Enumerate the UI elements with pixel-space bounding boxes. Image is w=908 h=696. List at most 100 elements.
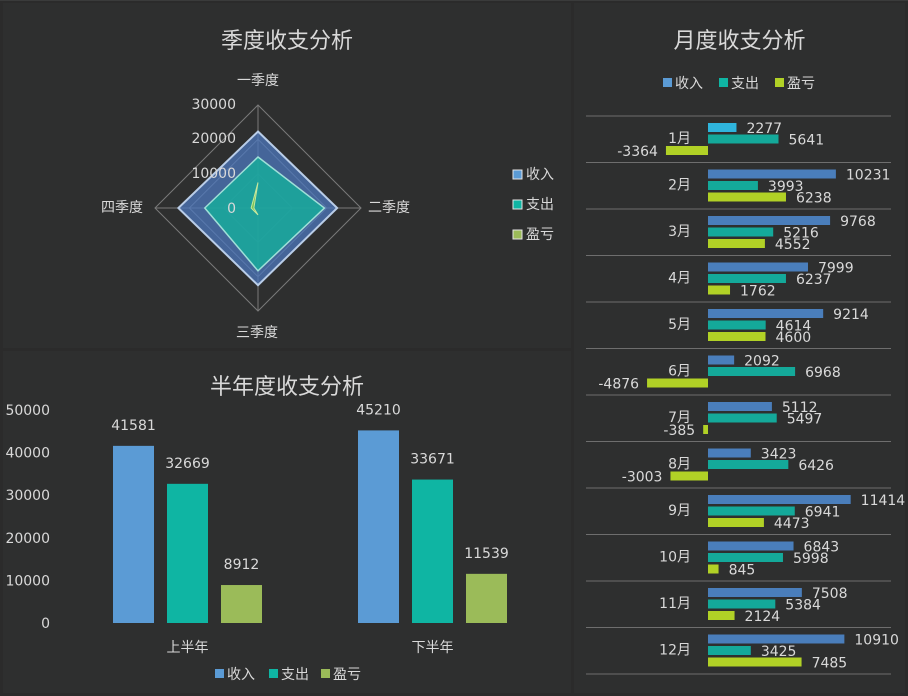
- bar-data-label: 5384: [785, 598, 821, 614]
- legend-label: 收入: [675, 76, 703, 92]
- bar-data-label: 5216: [783, 226, 819, 242]
- legend-label: 收入: [526, 167, 554, 183]
- bar-下半年-收入: [358, 430, 399, 623]
- y-tick-label: 50000: [5, 403, 50, 419]
- y-tick-label: 40000: [5, 446, 50, 462]
- bar-11月-支出: [708, 599, 776, 609]
- bar-data-label: 10231: [846, 168, 891, 184]
- bar-data-label: 11539: [464, 546, 509, 562]
- bar-data-label: -4876: [598, 377, 639, 393]
- radar-category-label: 二季度: [368, 200, 410, 216]
- bar-6月-收入: [708, 355, 735, 365]
- legend-swatch: [719, 78, 728, 87]
- y-tick-label: 0: [41, 616, 50, 632]
- bar-上半年-盈亏: [221, 585, 262, 623]
- bar-data-label: 6238: [796, 191, 832, 207]
- legend-swatch: [775, 78, 784, 87]
- month-label: 4月: [668, 271, 691, 287]
- bar-12月-盈亏: [708, 657, 802, 667]
- bar-12月-支出: [708, 646, 751, 655]
- bar-data-label: -3003: [622, 470, 663, 486]
- radar-category-label: 一季度: [237, 73, 279, 89]
- bar-data-label: 6968: [805, 365, 841, 381]
- bar-data-label: 845: [729, 563, 756, 579]
- bar-data-label: 9768: [840, 214, 876, 230]
- bar-data-label: 8912: [224, 557, 260, 573]
- bar-data-label: 41581: [111, 418, 156, 434]
- legend-label: 盈亏: [526, 227, 554, 243]
- bar-4月-盈亏: [708, 285, 731, 295]
- bar-4月-支出: [708, 274, 786, 283]
- bar-data-label: 9214: [833, 307, 869, 323]
- y-tick-label: 10000: [5, 573, 50, 589]
- month-label: 6月: [668, 364, 691, 380]
- bar-data-label: 6843: [804, 540, 840, 556]
- month-label: 2月: [668, 178, 691, 194]
- bar-8月-支出: [708, 460, 789, 469]
- bar-data-label: 10910: [854, 633, 899, 649]
- radar-category-label: 三季度: [236, 325, 278, 341]
- bar-data-label: 5641: [789, 133, 825, 149]
- bar-10月-收入: [708, 541, 794, 551]
- bar-data-label: 1762: [740, 284, 776, 300]
- month-label: 9月: [668, 503, 691, 519]
- bar-data-label: 5112: [782, 400, 818, 416]
- bar-7月-盈亏: [703, 425, 708, 434]
- bar-data-label: 3993: [768, 179, 804, 195]
- bar-data-label: 11414: [861, 493, 905, 509]
- bar-6月-盈亏: [647, 378, 708, 388]
- legend-label: 盈亏: [787, 76, 815, 92]
- half-year-bar-chart: 0 10000 20000 30000 40000 50000 41581 32669 8912…: [5, 402, 509, 683]
- month-label: 12月: [659, 643, 691, 659]
- legend-swatch: [269, 669, 278, 678]
- month-label: 11月: [659, 596, 691, 612]
- month-label: 10月: [659, 550, 691, 566]
- bar-12月-收入: [708, 634, 845, 644]
- bar-data-label: 7999: [818, 261, 854, 277]
- month-label: 7月: [668, 410, 691, 426]
- bar-7月-收入: [708, 402, 772, 411]
- bar-11月-收入: [708, 588, 802, 597]
- radar-tick-label: 10000: [191, 166, 236, 182]
- bar-3月-收入: [708, 216, 831, 225]
- legend-swatch: [512, 169, 523, 180]
- bar-10月-支出: [708, 553, 783, 562]
- bar-6月-支出: [708, 367, 796, 376]
- sheet-gridline: [0, 0, 908, 1]
- legend-swatch: [215, 669, 224, 678]
- legend-label: 支出: [281, 667, 309, 683]
- bar-data-label: 33671: [410, 452, 455, 468]
- bar-data-label: 7485: [812, 656, 848, 672]
- bar-data-label: 4473: [774, 516, 810, 532]
- bar-1月-收入: [708, 123, 737, 132]
- bar-data-label: 5998: [793, 551, 829, 567]
- legend-swatch: [512, 229, 523, 240]
- month-label: 1月: [668, 131, 691, 147]
- bar-data-label: 7508: [812, 586, 848, 602]
- bar-2月-盈亏: [708, 192, 786, 202]
- bar-data-label: 3425: [761, 644, 797, 660]
- x-category-label: 上半年: [167, 640, 209, 656]
- half-year-chart-title: 半年度收支分析: [209, 375, 364, 400]
- bar-5月-盈亏: [708, 332, 766, 341]
- bar-data-label: 2277: [746, 121, 782, 137]
- legend-swatch: [512, 199, 523, 210]
- bar-data-label: 6941: [805, 505, 841, 521]
- half-year-chart-panel: 半年度收支分析 0 10000 20000 30000 40000 50000 41581 3…: [3, 351, 571, 693]
- month-label: 8月: [668, 457, 691, 473]
- bar-data-label: 6237: [796, 272, 832, 288]
- radar-series-2: [203, 156, 326, 272]
- bar-下半年-盈亏: [466, 573, 507, 623]
- bar-5月-收入: [708, 309, 824, 318]
- bar-2月-收入: [708, 169, 836, 179]
- bar-data-label: -385: [663, 423, 695, 439]
- month-label: 5月: [668, 317, 691, 333]
- bar-2月-支出: [708, 181, 758, 190]
- bar-8月-盈亏: [670, 471, 708, 481]
- bar-data-label: 45210: [356, 402, 401, 418]
- legend-label: 支出: [731, 76, 759, 92]
- bar-1月-盈亏: [665, 146, 708, 155]
- bar-data-label: 32669: [165, 456, 210, 472]
